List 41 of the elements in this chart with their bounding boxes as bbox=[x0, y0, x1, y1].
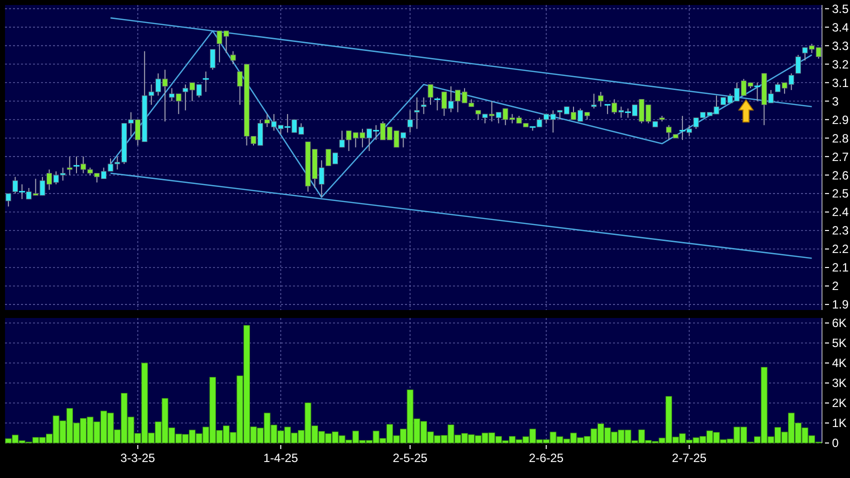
y-tick-label: 3.2 bbox=[832, 57, 850, 72]
y-tick-label: 2.6 bbox=[832, 168, 850, 182]
y-tick-label: 3 bbox=[832, 94, 839, 108]
candlestick bbox=[591, 93, 597, 110]
y-tick-label: 0 bbox=[832, 436, 839, 450]
y-tick-label: 3K bbox=[832, 376, 847, 390]
y-tick-label: 1K bbox=[832, 416, 847, 430]
candlestick bbox=[230, 50, 236, 65]
x-tick-label: 2-6-25 bbox=[528, 451, 564, 465]
candlestick bbox=[66, 156, 72, 176]
candlestick bbox=[428, 84, 434, 106]
y-tick-label: 3.3 bbox=[832, 38, 850, 53]
y-tick-label: 2.9 bbox=[832, 112, 850, 127]
y-tick-label: 3.4 bbox=[832, 20, 850, 34]
y-tick-label: 2K bbox=[832, 396, 847, 410]
y-tick-label: 6K bbox=[832, 316, 847, 330]
y-tick-label: 2.5 bbox=[832, 186, 850, 201]
y-tick-label: 1.9 bbox=[832, 298, 850, 312]
candlestick bbox=[666, 124, 672, 140]
candlestick bbox=[407, 110, 413, 134]
x-tick-label: 3-3-25 bbox=[120, 451, 156, 465]
x-tick-label: 2-7-25 bbox=[672, 451, 707, 465]
candlestick bbox=[598, 91, 604, 108]
y-tick-label: 2.3 bbox=[832, 224, 850, 238]
candlestick bbox=[6, 193, 12, 207]
y-tick-label: 2.7 bbox=[832, 150, 850, 164]
y-tick-label: 3.1 bbox=[832, 76, 850, 90]
candlestick bbox=[210, 48, 216, 70]
x-tick-label: 1-4-25 bbox=[263, 451, 298, 465]
candlestick bbox=[420, 96, 426, 115]
y-tick-label: 2.8 bbox=[832, 131, 850, 146]
y-tick-label: 5K bbox=[832, 336, 847, 350]
candlestick bbox=[795, 54, 801, 74]
y-tick-label: 3.5 bbox=[832, 2, 850, 16]
candlestick bbox=[414, 96, 420, 130]
y-tick-label: 2.2 bbox=[832, 242, 850, 256]
y-tick-label: 2 bbox=[832, 279, 839, 294]
y-tick-label: 4K bbox=[832, 356, 847, 370]
y-tick-label: 2.1 bbox=[832, 260, 850, 275]
y-tick-label: 2.4 bbox=[832, 205, 850, 220]
x-tick-label: 2-5-25 bbox=[392, 451, 428, 465]
